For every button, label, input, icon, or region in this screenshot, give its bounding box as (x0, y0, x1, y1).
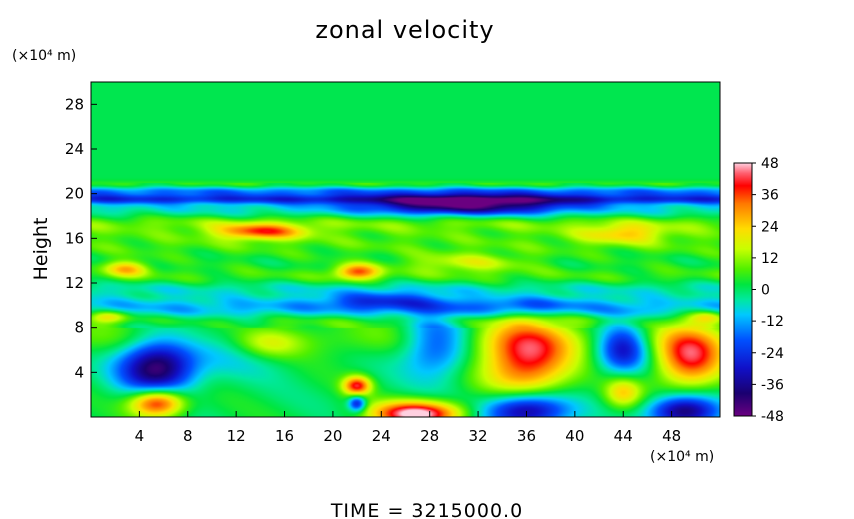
time-label: TIME = 3215000.0 (330, 500, 523, 519)
y-tick-label-6: 28 (65, 95, 84, 113)
y-tick-label-2: 12 (65, 274, 84, 292)
colorbar-tick-label-8: -48 (761, 409, 784, 425)
x-tick-label-1: 8 (183, 427, 193, 445)
y-axis-label: Height (30, 218, 52, 281)
colorbar-tick-label-0: 48 (761, 156, 779, 172)
colorbar-tick-label-6: -24 (761, 346, 784, 362)
colorbar-tick-label-3: 12 (761, 251, 779, 267)
colorbar-tick-label-5: -12 (761, 314, 784, 330)
colorbar-tick-label-1: 36 (761, 188, 779, 204)
x-tick-label-11: 48 (662, 427, 681, 445)
y-tick-label-1: 8 (74, 319, 84, 337)
x-tick-label-4: 20 (323, 427, 342, 445)
colorbar-tick-label-7: -36 (761, 377, 784, 393)
plot-frame (90, 81, 721, 418)
x-axis-ticks: 4 8 12 16 20 24 28 32 36 40 44 48 (135, 411, 681, 445)
x-tick-label-2: 12 (227, 427, 246, 445)
chart-title: zonal velocity (315, 16, 494, 44)
x-axis-unit: (×10⁴ m) (650, 449, 714, 465)
colorbar-tick-label-4: 0 (761, 283, 770, 299)
x-tick-label-5: 24 (372, 427, 391, 445)
x-tick-label-6: 28 (420, 427, 439, 445)
y-axis-unit: (×10⁴ m) (12, 48, 76, 64)
y-axis-ticks: 4 8 12 16 20 24 28 (65, 95, 97, 381)
x-tick-label-10: 44 (614, 427, 633, 445)
y-tick-label-0: 4 (74, 363, 84, 381)
colorbar-ticks: 48 36 24 12 0 -12 -24 -36 -48 (752, 156, 784, 425)
x-tick-label-8: 36 (517, 427, 536, 445)
colorbar (733, 162, 753, 417)
y-tick-label-3: 16 (65, 229, 84, 247)
x-tick-label-7: 32 (469, 427, 488, 445)
heatmap-field (91, 82, 720, 417)
y-tick-label-5: 24 (65, 140, 84, 158)
x-tick-label-0: 4 (135, 427, 145, 445)
colorbar-tick-label-2: 24 (761, 219, 779, 235)
x-tick-label-9: 40 (565, 427, 584, 445)
x-tick-label-3: 16 (275, 427, 294, 445)
y-tick-label-4: 20 (65, 185, 84, 203)
